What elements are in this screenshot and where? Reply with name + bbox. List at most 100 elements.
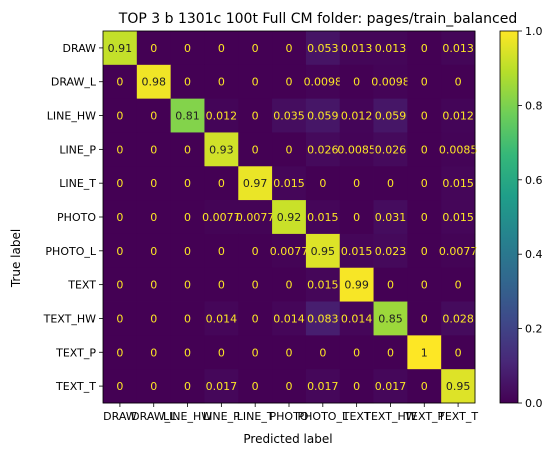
colorbar-tick-label: 0.2 bbox=[525, 323, 543, 336]
cell-value-label: 0 bbox=[116, 380, 123, 393]
cell-value-label: 0.053 bbox=[307, 42, 339, 55]
heatmap-cell bbox=[103, 301, 138, 336]
heatmap-cell bbox=[136, 200, 172, 235]
heatmap-cell bbox=[373, 200, 408, 235]
cell-value-label: 0 bbox=[116, 76, 123, 89]
heatmap-cell bbox=[272, 166, 307, 201]
cell-value-label: 0.91 bbox=[108, 42, 133, 55]
x-tick-label: TEXT_HW bbox=[363, 410, 417, 423]
heatmap-cell bbox=[407, 64, 442, 100]
cell-value-label: 0 bbox=[116, 346, 123, 359]
cell-value-label: 0.97 bbox=[243, 177, 268, 190]
heatmap-cell bbox=[136, 166, 172, 201]
heatmap-cell bbox=[339, 301, 374, 336]
cell-value-label: 0.99 bbox=[344, 279, 369, 292]
colorbar-tick-label: 0.8 bbox=[525, 99, 543, 112]
cell-value-label: 0 bbox=[252, 76, 259, 89]
heatmap-cell bbox=[136, 301, 172, 336]
heatmap-cell bbox=[170, 335, 205, 370]
cell-value-label: 0.98 bbox=[141, 76, 166, 89]
heatmap-cell bbox=[238, 369, 273, 404]
heatmap-cell bbox=[441, 267, 476, 302]
cell-value-label: 0 bbox=[184, 177, 191, 190]
cell-value-label: 0.014 bbox=[341, 312, 373, 325]
cell-value-label: 0 bbox=[252, 42, 259, 55]
cell-value-label: 0 bbox=[184, 245, 191, 258]
cell-value-label: 0 bbox=[252, 143, 259, 156]
cell-value-label: 0.012 bbox=[341, 110, 373, 123]
heatmap-cell bbox=[339, 98, 374, 133]
heatmap-cell bbox=[103, 267, 138, 302]
cell-value-label: 0 bbox=[184, 346, 191, 359]
cell-value-label: 0 bbox=[150, 143, 157, 156]
heatmap-cell bbox=[339, 233, 374, 269]
cell-value-label: 0.0085 bbox=[337, 143, 376, 156]
cell-value-label: 0 bbox=[421, 245, 428, 258]
y-tick-label: TEXT_HW bbox=[43, 312, 97, 325]
heatmap-cell bbox=[441, 64, 476, 100]
cell-value-label: 0 bbox=[184, 211, 191, 224]
heatmap-cell bbox=[305, 98, 341, 133]
heatmap-cell bbox=[373, 301, 408, 336]
cell-value-label: 0.0098 bbox=[371, 76, 410, 89]
heatmap-cell bbox=[204, 200, 239, 235]
heatmap-cell bbox=[103, 31, 138, 66]
cell-value-label: 0 bbox=[184, 380, 191, 393]
heatmap-cell bbox=[238, 132, 273, 167]
heatmap-cell bbox=[305, 64, 341, 100]
heatmap-cell bbox=[407, 369, 442, 404]
cell-value-label: 0.93 bbox=[209, 143, 234, 156]
cell-value-label: 0.026 bbox=[307, 143, 339, 156]
heatmap-cell bbox=[136, 132, 172, 167]
cell-value-label: 0 bbox=[252, 245, 259, 258]
cell-value-label: 0.015 bbox=[442, 211, 474, 224]
cell-value-label: 0 bbox=[455, 279, 462, 292]
y-tick-label: TEXT_P bbox=[55, 346, 96, 359]
y-tick-label: LINE_T bbox=[59, 177, 96, 190]
heatmap-cell bbox=[373, 166, 408, 201]
x-axis-label: Predicted label bbox=[243, 432, 332, 446]
cell-value-label: 0.013 bbox=[375, 42, 407, 55]
cell-value-label: 0.023 bbox=[375, 245, 407, 258]
cell-value-label: 0 bbox=[218, 346, 225, 359]
cell-value-label: 0 bbox=[455, 76, 462, 89]
heatmap-cell bbox=[272, 267, 307, 302]
heatmap-cell bbox=[339, 335, 374, 370]
cell-value-label: 0 bbox=[150, 312, 157, 325]
heatmap-cell bbox=[373, 335, 408, 370]
colorbar: 0.0 0.2 0.4 0.6 0.8 1.0 bbox=[499, 25, 543, 410]
cell-value-label: 0 bbox=[150, 211, 157, 224]
cell-value-label: 0.026 bbox=[375, 143, 407, 156]
cell-value-label: 0.0098 bbox=[304, 76, 343, 89]
x-tick-label: LINE_P bbox=[203, 410, 240, 423]
x-tick-label: TEXT bbox=[342, 410, 371, 423]
y-tick-label: PHOTO_L bbox=[45, 245, 96, 258]
heatmap-cell bbox=[339, 132, 374, 167]
cell-value-label: 0 bbox=[455, 346, 462, 359]
heatmap-cell bbox=[339, 369, 374, 404]
heatmap-cell bbox=[305, 301, 341, 336]
heatmap-cell bbox=[103, 98, 138, 133]
heatmap-cell bbox=[441, 301, 476, 336]
cell-value-label: 0.015 bbox=[442, 177, 474, 190]
heatmap-cell bbox=[305, 166, 341, 201]
cell-value-label: 0 bbox=[218, 279, 225, 292]
cell-value-label: 0 bbox=[150, 42, 157, 55]
cell-value-label: 0 bbox=[150, 346, 157, 359]
cell-value-label: 0 bbox=[353, 346, 360, 359]
cell-value-label: 0.013 bbox=[341, 42, 373, 55]
cell-value-label: 0 bbox=[116, 245, 123, 258]
cell-value-label: 0 bbox=[286, 279, 293, 292]
heatmap-cell bbox=[305, 369, 341, 404]
cell-value-label: 0.95 bbox=[311, 245, 336, 258]
heatmap-cell bbox=[204, 369, 239, 404]
heatmap-cell bbox=[441, 233, 476, 269]
heatmap-cell bbox=[238, 267, 273, 302]
cell-value-label: 0.012 bbox=[442, 110, 474, 123]
heatmap-cell bbox=[238, 335, 273, 370]
cell-value-label: 0.059 bbox=[307, 110, 339, 123]
heatmap-cell bbox=[441, 200, 476, 235]
heatmap-cell bbox=[238, 64, 273, 100]
heatmap-cell bbox=[305, 233, 341, 269]
